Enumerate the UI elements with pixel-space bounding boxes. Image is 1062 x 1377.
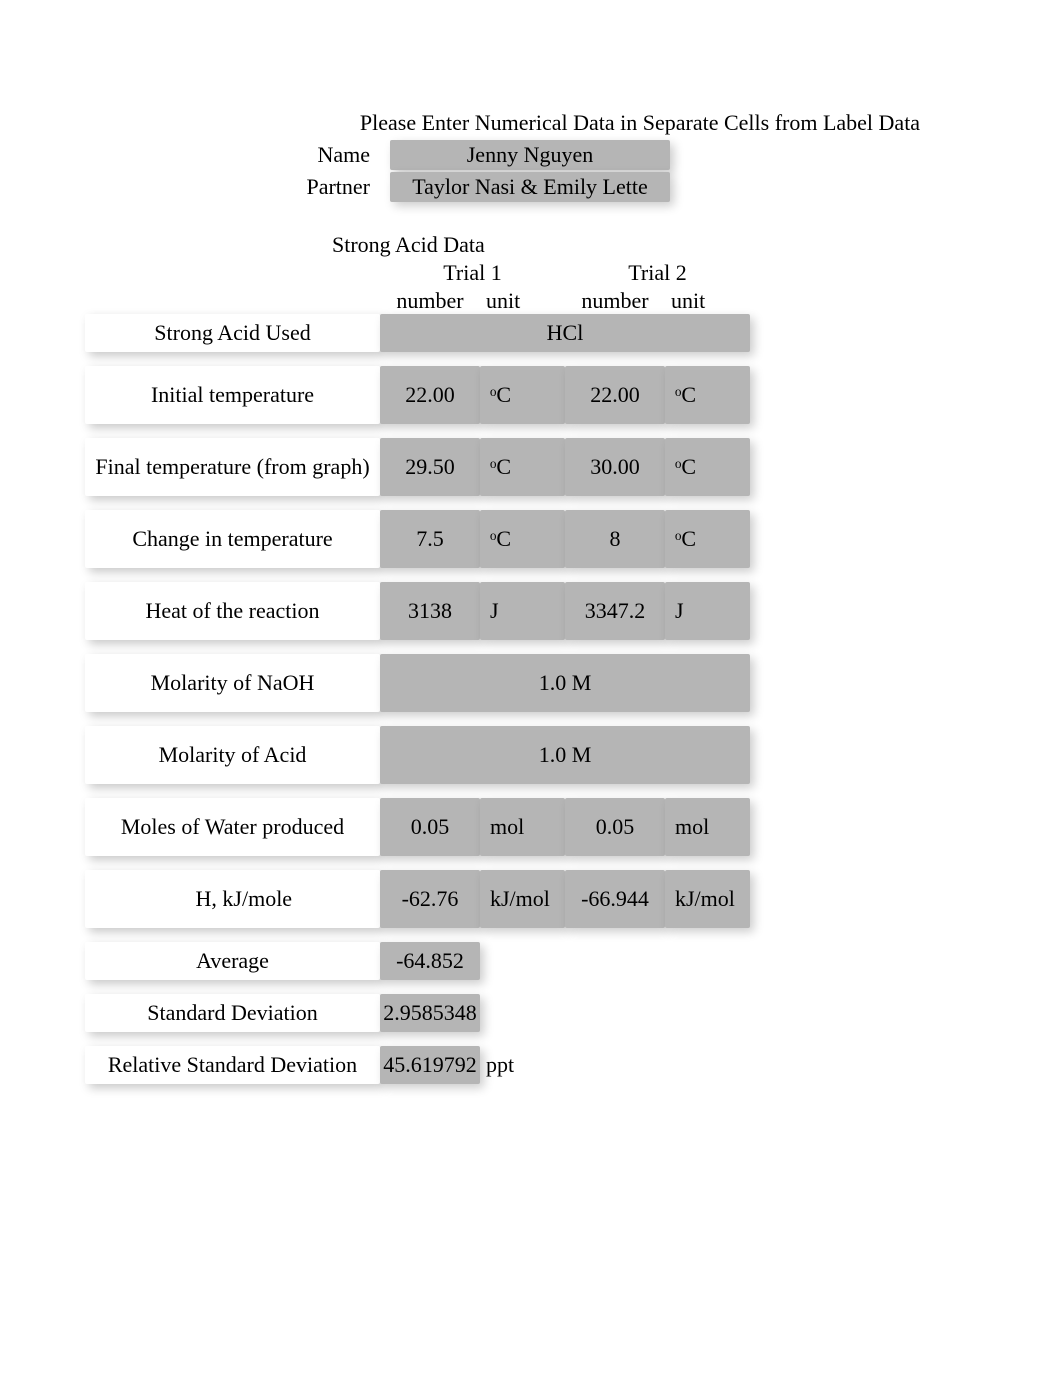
t1-num-delta-h: -62.76 (380, 870, 480, 928)
t2-num-init-temp: 22.00 (565, 366, 665, 424)
label-average: Average (85, 942, 380, 980)
t1-number-header: number (380, 288, 480, 314)
t1-num-delta-temp: 7.5 (380, 510, 480, 568)
t1-unit-delta-h: kJ/mol (480, 870, 565, 928)
section-title: Strong Acid Data (332, 232, 485, 258)
t2-unit-delta-temp: ᵒC (665, 510, 750, 568)
label-delta-h:  H, kJ/mole (85, 870, 380, 928)
t2-num-moles-water: 0.05 (565, 798, 665, 856)
row-rsd: Relative Standard Deviation 45.619792 pp… (85, 1046, 1062, 1084)
t1-num-average: -64.852 (380, 942, 480, 980)
t1-unit-init-temp: ᵒC (480, 366, 565, 424)
row-stddev: Standard Deviation 2.9585348 (85, 994, 1062, 1032)
value-molarity-acid: 1.0 M (380, 726, 750, 784)
instruction-text: Please Enter Numerical Data in Separate … (260, 110, 1020, 136)
partner-label: Partner (260, 174, 390, 200)
label-moles-water: Moles of Water produced (85, 798, 380, 856)
t2-num-final-temp: 30.00 (565, 438, 665, 496)
t1-unit-rsd: ppt (480, 1046, 565, 1084)
trial1-header: Trial 1 (380, 260, 565, 288)
label-init-temp: Initial temperature (85, 366, 380, 424)
t2-num-delta-temp: 8 (565, 510, 665, 568)
name-value: Jenny Nguyen (390, 140, 670, 170)
row-molarity-acid: Molarity of Acid 1.0 M (85, 726, 1062, 784)
t2-num-heat: 3347.2 (565, 582, 665, 640)
t2-unit-final-temp: ᵒC (665, 438, 750, 496)
sub-header-row: number unit number unit (85, 288, 1062, 314)
t1-num-rsd: 45.619792 (380, 1046, 480, 1084)
t1-unit-heat: J (480, 582, 565, 640)
t2-number-header: number (565, 288, 665, 314)
value-acid-used: HCl (380, 314, 750, 352)
meta-block: Name Jenny Nguyen Partner Taylor Nasi & … (260, 140, 1020, 202)
subheader-spacer (85, 288, 380, 314)
label-molarity-acid: Molarity of Acid (85, 726, 380, 784)
partner-value: Taylor Nasi & Emily Lette (390, 172, 670, 202)
label-acid-used: Strong Acid Used (85, 314, 380, 352)
meta-partner-row: Partner Taylor Nasi & Emily Lette (260, 172, 1020, 202)
label-delta-temp: Change in temperature (85, 510, 380, 568)
t1-num-moles-water: 0.05 (380, 798, 480, 856)
trial-header-row: Trial 1 Trial 2 (85, 260, 1062, 288)
t2-unit-heat: J (665, 582, 750, 640)
row-init-temp: Initial temperature 22.00 ᵒC 22.00 ᵒC (85, 366, 1062, 424)
page-root: Please Enter Numerical Data in Separate … (0, 0, 1062, 1084)
t2-unit-init-temp: ᵒC (665, 366, 750, 424)
label-stddev: Standard Deviation (85, 994, 380, 1032)
row-heat: Heat of the reaction 3138 J 3347.2 J (85, 582, 1062, 640)
section-title-wrap: Strong Acid Data (260, 232, 1020, 258)
t2-unit-moles-water: mol (665, 798, 750, 856)
row-final-temp: Final temperature (from graph) 29.50 ᵒC … (85, 438, 1062, 496)
t1-unit-final-temp: ᵒC (480, 438, 565, 496)
t1-unit-moles-water: mol (480, 798, 565, 856)
row-delta-h:  H, kJ/mole -62.76 kJ/mol -66.944 kJ/mo… (85, 870, 1062, 928)
trial2-header: Trial 2 (565, 260, 750, 288)
data-table: Trial 1 Trial 2 number unit number unit … (85, 260, 1062, 1084)
t2-unit-delta-h: kJ/mol (665, 870, 750, 928)
t2-unit-header: unit (665, 288, 750, 314)
t1-num-stddev: 2.9585348 (380, 994, 480, 1032)
header-spacer (85, 260, 380, 288)
label-rsd: Relative Standard Deviation (85, 1046, 380, 1084)
row-acid-used: Strong Acid Used HCl (85, 314, 1062, 352)
label-final-temp: Final temperature (from graph) (85, 438, 380, 496)
label-molarity-naoh: Molarity of NaOH (85, 654, 380, 712)
row-molarity-naoh: Molarity of NaOH 1.0 M (85, 654, 1062, 712)
row-moles-water: Moles of Water produced 0.05 mol 0.05 mo… (85, 798, 1062, 856)
label-heat: Heat of the reaction (85, 582, 380, 640)
value-molarity-naoh: 1.0 M (380, 654, 750, 712)
t1-num-final-temp: 29.50 (380, 438, 480, 496)
t2-num-delta-h: -66.944 (565, 870, 665, 928)
t1-unit-header: unit (480, 288, 565, 314)
name-label: Name (260, 142, 390, 168)
row-delta-temp: Change in temperature 7.5 ᵒC 8 ᵒC (85, 510, 1062, 568)
t1-num-init-temp: 22.00 (380, 366, 480, 424)
t1-num-heat: 3138 (380, 582, 480, 640)
row-average: Average -64.852 (85, 942, 1062, 980)
t1-unit-delta-temp: ᵒC (480, 510, 565, 568)
meta-name-row: Name Jenny Nguyen (260, 140, 1020, 170)
